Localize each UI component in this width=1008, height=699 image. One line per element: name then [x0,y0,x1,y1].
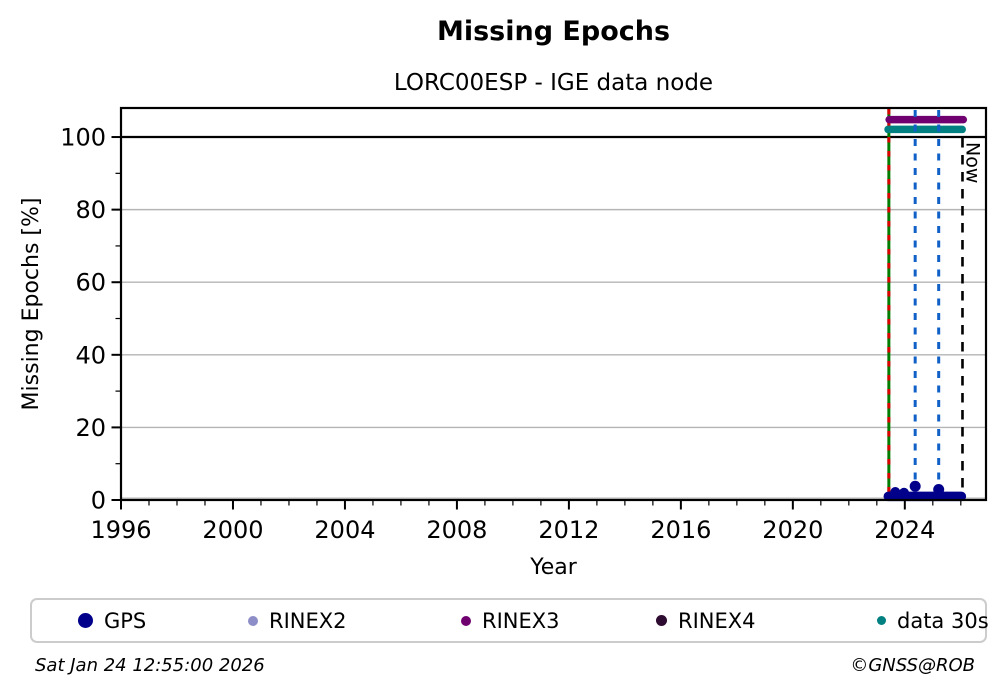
gps-marker-icon [78,613,93,628]
x-tick-label: 2004 [314,516,375,544]
y-tick-label: 100 [60,124,106,152]
legend-item-data30s: data 30s [877,600,989,641]
legend: GPS RINEX2 RINEX3 RINEX4 data 30s [30,598,989,643]
legend-label-rinex3: RINEX3 [482,608,560,633]
legend-item-gps: GPS [78,600,146,641]
now-label: Now [961,142,983,183]
plot-area: Now 1996 2000 2004 2008 2012 2016 2020 2024 0 20 40… [19,106,988,580]
plot-frame [119,106,988,502]
x-tick-label: 2016 [650,516,711,544]
legend-item-rinex3: RINEX3 [461,600,560,641]
y-tick-label: 80 [75,196,106,224]
legend-item-rinex2: RINEX2 [248,600,347,641]
rinex2-marker-icon [248,615,258,626]
y-tick-label: 60 [75,269,106,297]
x-tick-label: 2000 [202,516,263,544]
legend-item-rinex4: RINEX4 [656,600,756,641]
y-tick-label: 40 [75,341,106,369]
chart-title: Missing Epochs [436,16,671,47]
legend-label-gps: GPS [104,608,147,633]
gps-outlier-dot [933,483,945,495]
x-tick-label: 2024 [874,516,935,544]
data30s-marker-icon [877,616,886,625]
gps-outlier-dot [909,480,921,492]
x-tick-label: 2008 [426,516,487,544]
y-tick-label: 20 [75,414,106,442]
x-tick-label: 1996 [90,516,151,544]
copyright: ©GNSS@ROB [850,655,975,676]
y-tick-label: 0 [91,487,106,515]
gps-outlier-dot [890,487,901,498]
chart-subtitle: LORC00ESP - IGE data node [393,70,714,96]
legend-label-data30s: data 30s [897,608,989,633]
rinex4-marker-icon [656,615,667,626]
rinex3-marker-icon [461,615,471,626]
gps-outlier-dot [898,487,909,498]
x-tick-label: 2020 [762,516,823,544]
timestamp: Sat Jan 24 12:55:00 2026 [35,655,265,676]
legend-label-rinex2: RINEX2 [269,608,347,633]
legend-label-rinex4: RINEX4 [678,608,756,633]
x-tick-label: 2012 [538,516,599,544]
x-axis-label: Year [529,555,578,580]
y-axis-label: Missing Epochs [%] [19,198,44,411]
